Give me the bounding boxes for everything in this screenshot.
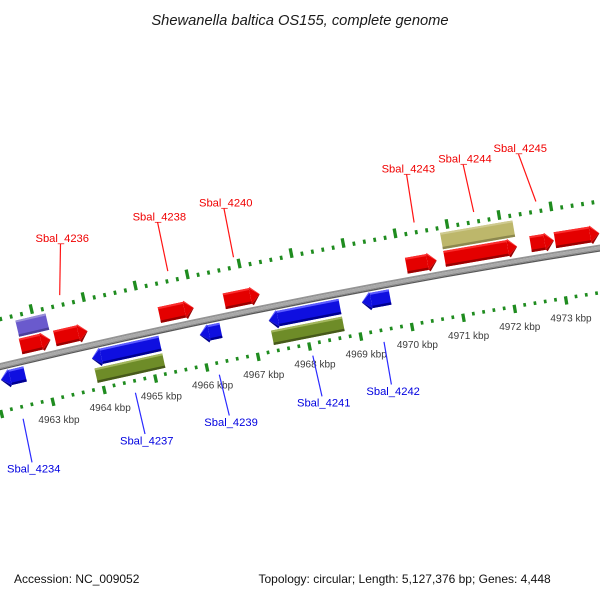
svg-text:4965 kbp: 4965 kbp [141,392,183,403]
svg-text:Topology: circular; Length: 5,: Topology: circular; Length: 5,127,376 bp… [259,572,552,586]
svg-text:4972 kbp: 4972 kbp [499,322,541,333]
svg-text:4970 kbp: 4970 kbp [397,340,439,351]
svg-text:Sbal_4245: Sbal_4245 [494,143,548,155]
svg-text:Sbal_4237: Sbal_4237 [120,435,174,447]
svg-text:Sbal_4242: Sbal_4242 [366,386,420,398]
svg-text:4969 kbp: 4969 kbp [346,350,388,361]
svg-text:4967 kbp: 4967 kbp [243,370,285,381]
svg-text:4964 kbp: 4964 kbp [90,403,132,414]
svg-text:Sbal_4236: Sbal_4236 [36,233,90,245]
svg-text:4971 kbp: 4971 kbp [448,331,490,342]
svg-text:Sbal_4243: Sbal_4243 [382,164,436,176]
svg-text:Shewanella baltica OS155, comp: Shewanella baltica OS155, complete genom… [151,13,448,29]
svg-text:4966 kbp: 4966 kbp [192,381,234,392]
svg-text:4963 kbp: 4963 kbp [38,415,80,426]
svg-text:Accession: NC_009052: Accession: NC_009052 [14,572,140,586]
svg-text:4973 kbp: 4973 kbp [550,314,592,325]
svg-text:Sbal_4244: Sbal_4244 [438,154,492,166]
svg-text:Sbal_4234: Sbal_4234 [7,464,61,476]
svg-text:Sbal_4241: Sbal_4241 [297,398,351,410]
svg-text:Sbal_4239: Sbal_4239 [204,417,258,429]
svg-text:Sbal_4238: Sbal_4238 [133,211,187,223]
svg-text:Sbal_4240: Sbal_4240 [199,198,253,210]
